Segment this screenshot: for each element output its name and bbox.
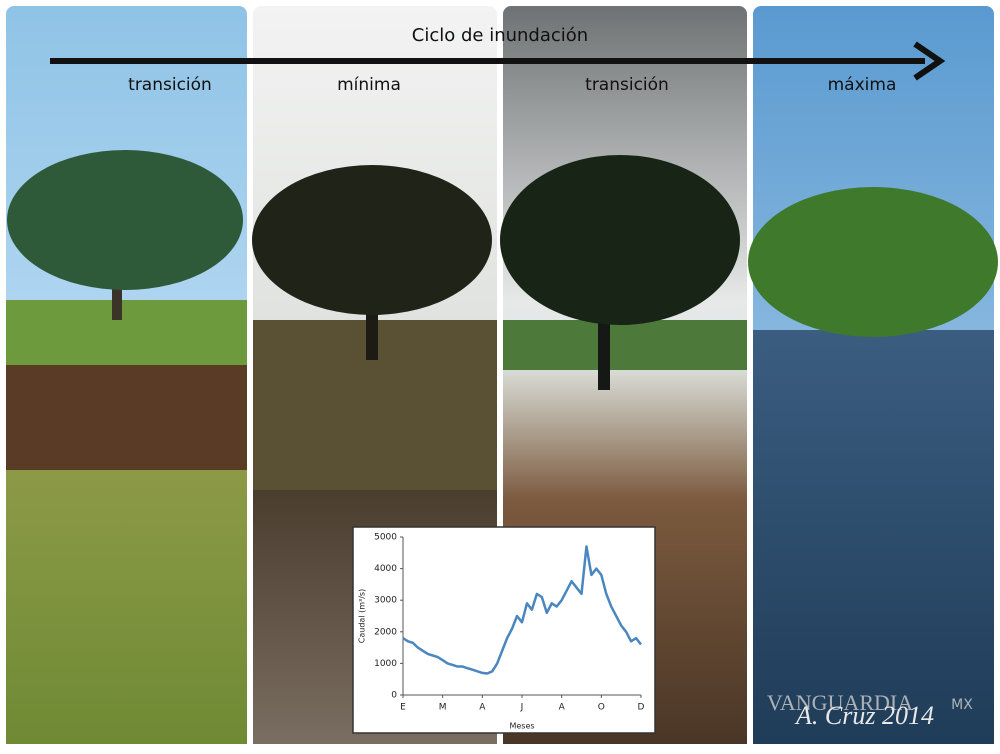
watermark: MX xyxy=(951,697,973,713)
x-tick-label: M xyxy=(439,703,447,713)
x-axis-label: Meses xyxy=(509,722,534,731)
arrow-head xyxy=(913,41,946,81)
title: Ciclo de inundación xyxy=(412,25,588,46)
y-tick-label: 3000 xyxy=(374,596,397,606)
x-tick-label: E xyxy=(400,703,406,713)
data-line xyxy=(402,545,642,675)
x-tick-label: A xyxy=(559,703,566,713)
watermark: VANGUARDIA xyxy=(767,690,913,715)
panel-4 xyxy=(748,6,998,744)
credit: A. Cruz 2014 xyxy=(794,701,934,730)
x-tick-label: J xyxy=(520,703,524,713)
panel-label: transición xyxy=(585,75,669,95)
inset-chart: 0 1000 2000 3000 4000 5000 E M A J A O D Meses Caudal … xyxy=(352,526,656,734)
inset-frame xyxy=(352,526,656,734)
panel-label: transición xyxy=(128,75,212,95)
x-tick-label: D xyxy=(638,703,645,713)
panel-label: mínima xyxy=(337,75,401,95)
panel-1 xyxy=(6,6,247,744)
panel-label: máxima xyxy=(828,75,897,95)
y-tick-label: 2000 xyxy=(374,627,397,637)
x-tick-label: O xyxy=(598,703,605,713)
y-tick-label: 1000 xyxy=(374,659,397,669)
y-tick-label: 5000 xyxy=(374,533,397,543)
y-tick-label: 0 xyxy=(391,691,397,701)
y-tick-label: 4000 xyxy=(374,564,397,574)
x-tick-label: A xyxy=(479,703,486,713)
y-axis-label: Caudal (m³/s) xyxy=(358,589,367,643)
